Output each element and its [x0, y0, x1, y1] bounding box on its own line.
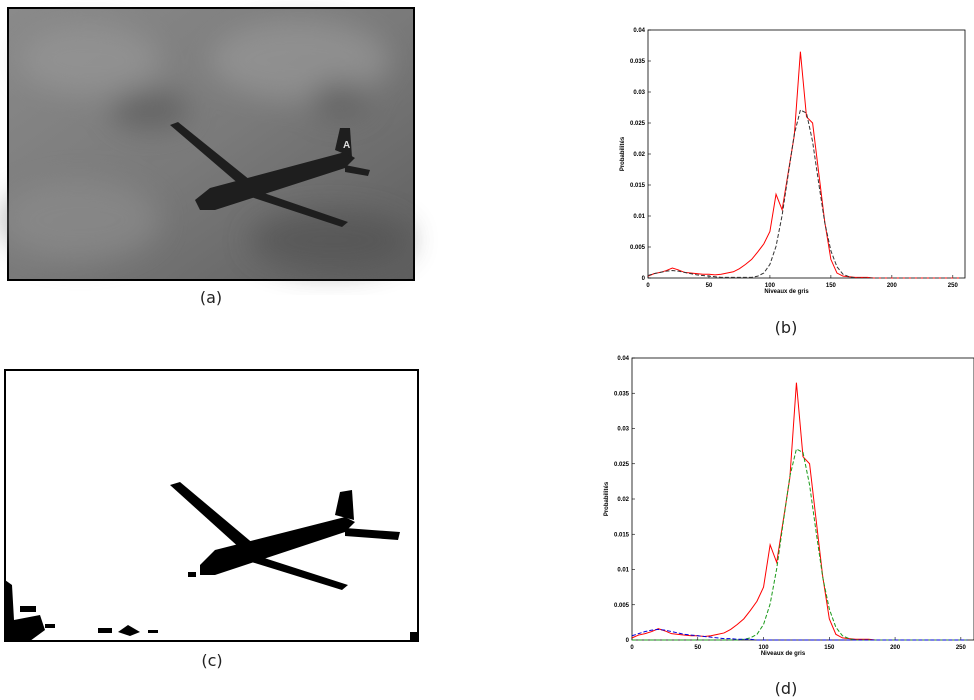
y-tick-label: 0.02 — [617, 497, 629, 503]
y-tick-label: 0.03 — [633, 90, 645, 96]
y-tick-label: 0 — [642, 276, 646, 282]
y-axis-label: Probabilités — [604, 481, 610, 516]
chart: 0 0.005 0.01 0.015 0.02 0.025 0.03 0.035 0.04 0 50… — [604, 356, 974, 657]
svg-text:A: A — [343, 140, 350, 151]
y-tick-label: 0.04 — [633, 28, 645, 34]
x-tick-label: 100 — [759, 645, 770, 651]
y-tick-label: 0.04 — [617, 356, 629, 362]
curve — [647, 109, 959, 279]
y-tick-label: 0.02 — [633, 152, 645, 158]
y-tick-label: 0.01 — [633, 214, 645, 220]
plot-area — [647, 29, 966, 279]
caption: (d) — [775, 679, 798, 698]
caption: (c) — [201, 651, 222, 670]
y-tick-label: 0.025 — [614, 462, 630, 468]
x-tick-label: 150 — [826, 283, 837, 289]
x-tick-label: 200 — [890, 645, 901, 651]
caption: (a) — [200, 288, 222, 307]
x-tick-label: 150 — [824, 645, 835, 651]
y-tick-label: 0.01 — [617, 568, 629, 574]
y-tick-label: 0.005 — [630, 245, 646, 251]
caption: (b) — [775, 318, 798, 337]
x-tick-label: 250 — [948, 283, 959, 289]
y-tick-label: 0.03 — [617, 427, 629, 433]
y-tick-label: 0.035 — [630, 59, 646, 65]
y-tick-label: 0.025 — [630, 121, 646, 127]
x-axis-label: Niveaux de gris — [764, 289, 809, 295]
photo-a: A — [0, 7, 415, 281]
x-tick-label: 50 — [694, 645, 701, 651]
x-tick-label: 100 — [765, 283, 776, 289]
y-tick-label: 0 — [626, 638, 630, 644]
chart: 0 0.005 0.01 0.015 0.02 0.025 0.03 0.035 0.04 0 50… — [620, 28, 966, 295]
x-tick-label: 250 — [956, 645, 967, 651]
curve — [631, 628, 968, 641]
curve — [632, 448, 968, 641]
plot-area — [631, 357, 974, 641]
x-axis-label: Niveaux de gris — [761, 651, 806, 657]
binary-c — [4, 369, 419, 642]
y-tick-label: 0.015 — [630, 183, 646, 189]
y-tick-label: 0.005 — [614, 603, 630, 609]
y-axis-label: Probabilités — [620, 136, 626, 171]
x-tick-label: 0 — [630, 645, 634, 651]
y-tick-label: 0.035 — [614, 391, 630, 397]
x-tick-label: 50 — [706, 283, 713, 289]
x-tick-label: 0 — [646, 283, 650, 289]
y-tick-label: 0.015 — [614, 532, 630, 538]
x-tick-label: 200 — [887, 283, 898, 289]
